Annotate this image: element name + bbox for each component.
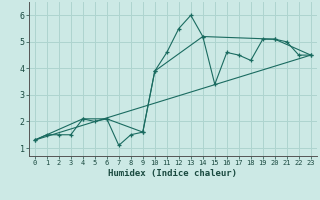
X-axis label: Humidex (Indice chaleur): Humidex (Indice chaleur) [108,169,237,178]
